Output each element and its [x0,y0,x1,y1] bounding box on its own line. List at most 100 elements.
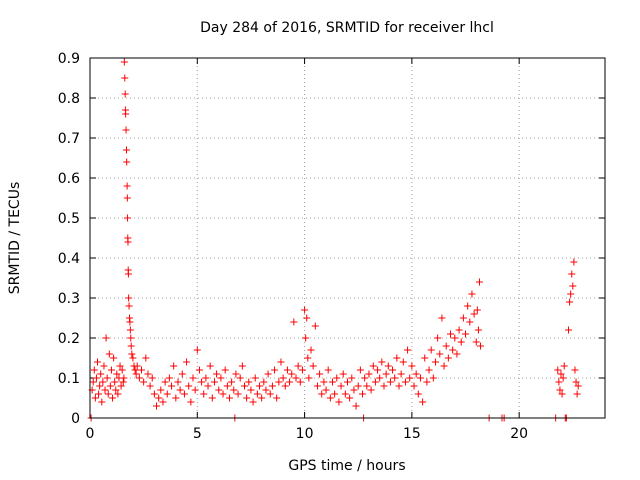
data-point [268,382,276,390]
data-point [191,386,199,394]
data-point [292,374,300,382]
data-point [399,358,407,366]
data-point [371,378,379,386]
data-point [554,366,562,374]
x-tick-label: 20 [510,426,528,442]
data-point [183,358,191,366]
data-point [112,386,120,394]
data-point [243,394,251,402]
data-point [262,386,270,394]
data-point [124,270,132,278]
data-point [462,330,470,338]
data-point [277,358,285,366]
data-point [98,398,106,406]
data-point [361,374,369,382]
data-point [309,362,317,370]
data-point [91,394,99,402]
data-point [157,386,165,394]
data-point [232,370,240,378]
data-point [92,374,100,382]
data-point [337,382,345,390]
data-point [474,326,482,334]
data-point [438,314,446,322]
data-point [150,390,158,398]
x-axis-label: GPS time / hours [288,458,405,474]
data-point [168,382,176,390]
plot-frame [89,57,606,419]
data-point [106,382,114,390]
data-point [568,270,576,278]
data-point [165,374,173,382]
data-point [198,378,206,386]
y-axis-label: SRMTID / TECUs [7,182,23,295]
data-point [129,354,137,362]
data-point [174,378,182,386]
data-point [135,374,143,382]
data-point [107,366,115,374]
data-point [94,358,102,366]
data-point [359,390,367,398]
data-point [210,378,218,386]
data-point [97,370,105,378]
data-point [249,398,257,406]
data-point [142,354,150,362]
data-point [404,346,412,354]
data-point [119,378,127,386]
data-point [555,378,563,386]
data-point [367,386,375,394]
data-point [123,182,131,190]
data-point [556,386,564,394]
data-point [421,354,429,362]
y-tick-label: 0.8 [58,91,80,107]
data-point [101,386,109,394]
data-point [236,374,244,382]
data-point [416,374,424,382]
data-point [346,394,354,402]
data-point [127,342,135,350]
data-point [477,342,485,350]
data-point [307,346,315,354]
data-point [419,398,427,406]
data-point [125,302,133,310]
data-point [126,318,134,326]
data-point [288,370,296,378]
data-point [468,290,476,298]
data-point [258,394,266,402]
data-point [127,334,135,342]
y-tick-label: 0.7 [58,131,80,147]
data-point [382,370,390,378]
data-point [161,378,169,386]
data-point [425,366,433,374]
data-point [414,390,422,398]
data-point [217,374,225,382]
data-point [260,378,268,386]
data-point [423,378,431,386]
data-point [114,390,122,398]
data-point [566,298,574,306]
data-point [569,282,577,290]
data-point [102,334,110,342]
data-point [123,194,131,202]
data-point [187,398,195,406]
data-point [117,382,125,390]
data-point [213,370,221,378]
data-point [116,362,124,370]
data-point [318,390,326,398]
data-point [219,390,227,398]
data-point [442,342,450,350]
data-point [459,314,467,322]
data-point [348,374,356,382]
data-point [121,74,129,82]
data-point [389,366,397,374]
data-point [567,290,575,298]
data-point [444,354,452,362]
data-point [251,374,259,382]
data-point [271,366,279,374]
data-point [279,374,287,382]
data-point [294,362,302,370]
data-point [324,366,332,374]
data-point [374,366,382,374]
y-tick-label: 0.1 [58,371,80,387]
data-point [466,318,474,326]
